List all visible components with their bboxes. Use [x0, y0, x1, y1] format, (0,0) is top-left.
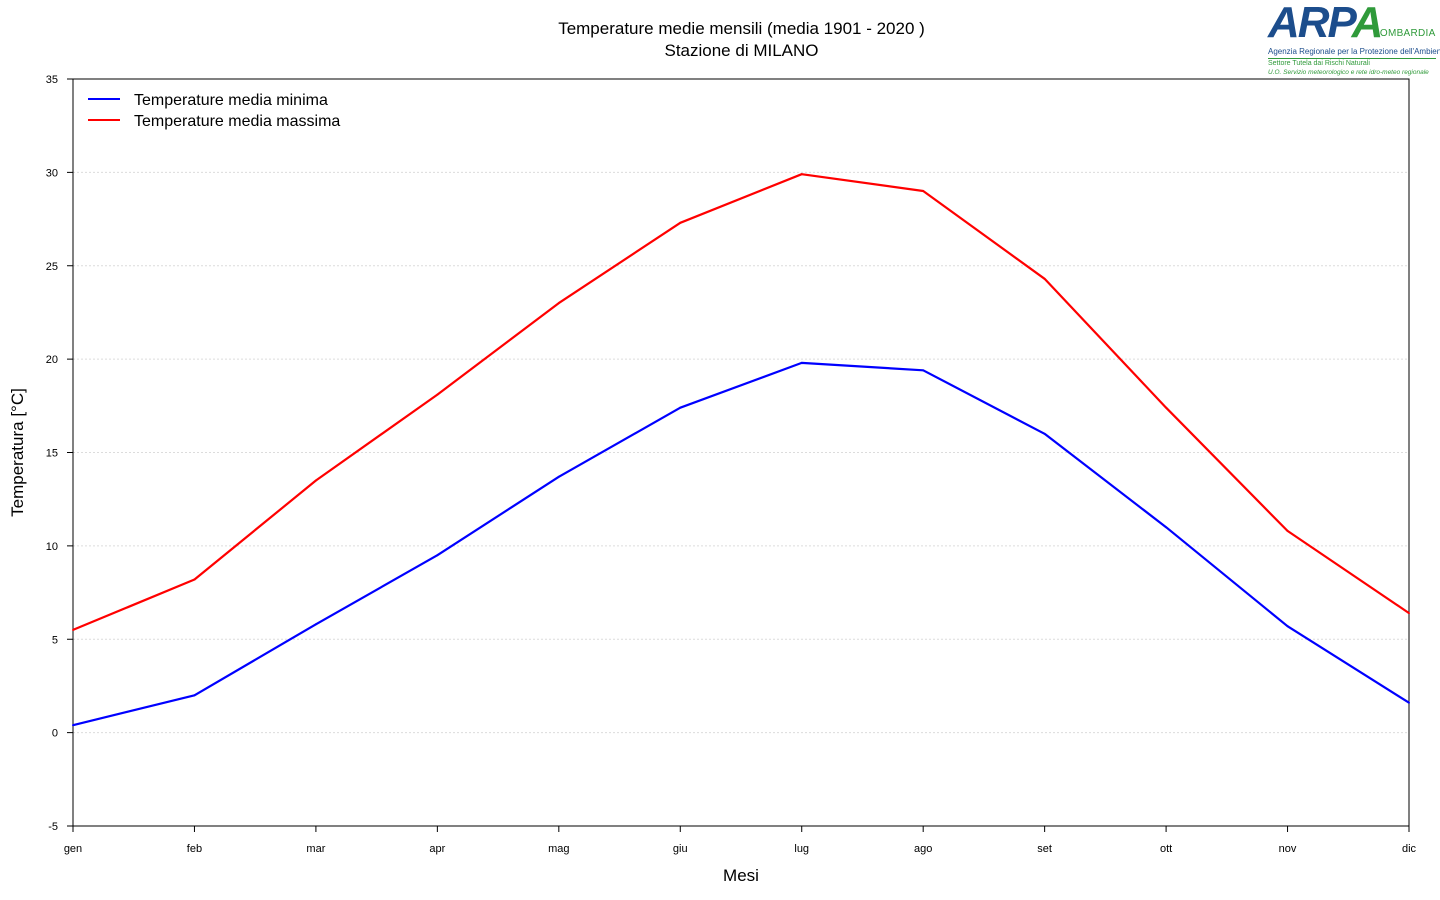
x-tick-label-ott: ott [1160, 843, 1172, 855]
data-point [557, 475, 560, 478]
y-tick-label: 0 [52, 728, 58, 740]
data-point [193, 694, 196, 697]
data-point [1286, 529, 1289, 532]
data-point [1043, 277, 1046, 280]
data-point [922, 190, 925, 193]
data-point [557, 302, 560, 305]
data-point [1165, 526, 1168, 529]
data-point [72, 628, 74, 631]
data-point [193, 578, 196, 581]
x-tick-label-dic: dic [1402, 843, 1417, 855]
legend: Temperature media minima Temperature medi… [88, 92, 340, 130]
logo-sector: Settore Tutela dai Rischi Naturali [1268, 60, 1370, 67]
data-point [800, 361, 803, 364]
data-point [314, 623, 317, 626]
data-point [436, 393, 439, 396]
legend-entry-label: Temperature media minima [134, 92, 328, 109]
x-tick-label-nov: nov [1279, 843, 1297, 855]
data-point [922, 369, 925, 372]
y-tick-label: 15 [46, 448, 58, 460]
logo-agency-name: Agenzia Regionale per la Protezione dell… [1268, 47, 1440, 56]
logo-region: LOMBARDIA [1374, 28, 1436, 39]
logo-unit: U.O. Servizio meteorologico e rete idro-… [1268, 69, 1429, 76]
data-point [679, 221, 682, 224]
y-tick-label: 20 [46, 354, 58, 366]
x-tick-label-giu: giu [673, 843, 688, 855]
y-tick-label: -5 [48, 821, 58, 833]
gridlines [73, 171, 1409, 734]
axis-ticks: -5 0 5 10 15 20 25 30 35 gen feb mar apr mag giu lug ago… [46, 74, 1417, 855]
data-point [1043, 432, 1046, 435]
data-point [72, 724, 74, 727]
legend-entry-label: Temperature media massima [134, 113, 340, 130]
x-tick-label-lug: lug [794, 843, 809, 855]
x-tick-label-mar: mar [306, 843, 325, 855]
data-point [1408, 612, 1410, 615]
y-tick-label: 10 [46, 541, 58, 553]
data-point [679, 406, 682, 409]
data-point [1286, 625, 1289, 628]
data-point [800, 173, 803, 176]
chart-title: Temperature medie mensili (media 1901 - … [558, 19, 925, 38]
x-tick-label-apr: apr [429, 843, 445, 855]
y-tick-label: 25 [46, 261, 58, 273]
y-axis-label: Temperatura [°C] [8, 388, 27, 517]
data-point [314, 479, 317, 482]
series-lines [72, 173, 1410, 727]
logo-divider [1268, 58, 1436, 59]
x-tick-label-feb: feb [187, 843, 202, 855]
x-tick-label-mag: mag [548, 843, 569, 855]
data-point [436, 554, 439, 557]
series-line-massima [72, 173, 1410, 631]
data-point [1408, 701, 1410, 704]
x-axis-label: Mesi [723, 866, 759, 885]
x-tick-label-gen: gen [64, 843, 82, 855]
data-point [1165, 406, 1168, 409]
series-line-minima [72, 361, 1410, 727]
y-tick-label: 30 [46, 167, 58, 179]
logo-wordmark: ARPA [1268, 0, 1383, 47]
chart-subtitle: Stazione di MILANO [664, 41, 819, 60]
x-tick-label-set: set [1037, 843, 1052, 855]
x-tick-label-ago: ago [914, 843, 932, 855]
arpa-lombardia-logo: ARPA LOMBARDIA Agenzia Regionale per la … [1268, 0, 1440, 81]
y-tick-label: 35 [46, 74, 58, 86]
y-tick-label: 5 [52, 634, 58, 646]
